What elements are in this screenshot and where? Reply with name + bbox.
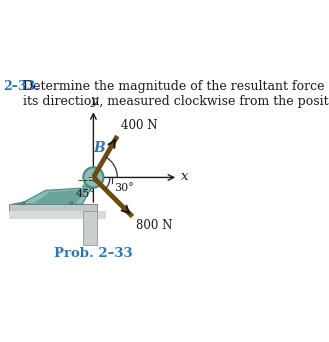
Circle shape: [90, 174, 97, 181]
Text: y: y: [90, 94, 98, 107]
Text: Determine the magnitude of the resultant force and
its direction, measured clock: Determine the magnitude of the resultant…: [23, 80, 329, 108]
Circle shape: [22, 202, 25, 205]
Text: 30°: 30°: [114, 183, 134, 193]
Polygon shape: [27, 189, 88, 204]
Text: B: B: [93, 141, 105, 155]
Polygon shape: [9, 204, 97, 211]
Polygon shape: [83, 211, 97, 245]
Text: x: x: [181, 170, 188, 183]
Text: Prob. 2–33: Prob. 2–33: [54, 247, 133, 260]
Text: 45°: 45°: [76, 189, 96, 199]
Circle shape: [83, 167, 104, 187]
Text: 400 N: 400 N: [121, 119, 158, 132]
Text: 2–33.: 2–33.: [3, 80, 40, 93]
Polygon shape: [9, 211, 106, 219]
Text: 800 N: 800 N: [136, 219, 172, 232]
Polygon shape: [13, 187, 91, 204]
Circle shape: [70, 202, 73, 205]
Polygon shape: [82, 175, 95, 187]
